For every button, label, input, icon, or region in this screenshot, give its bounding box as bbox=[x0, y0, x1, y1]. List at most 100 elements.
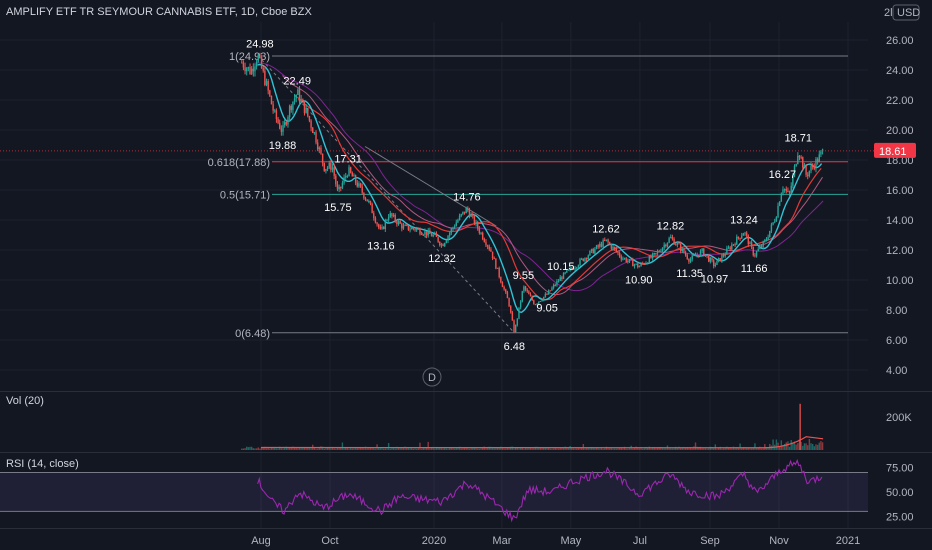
candle-body bbox=[481, 232, 484, 240]
candle-body bbox=[287, 117, 289, 125]
currency-badge[interactable] bbox=[892, 4, 920, 21]
volume-bar bbox=[255, 448, 258, 450]
price-point-label: 12.82 bbox=[657, 221, 685, 233]
price-point-label: 16.27 bbox=[769, 169, 797, 181]
candle-body bbox=[681, 248, 684, 252]
volume-bar bbox=[386, 448, 388, 450]
candle-body bbox=[519, 301, 522, 308]
candle-body bbox=[618, 253, 621, 257]
candle-body bbox=[430, 233, 433, 237]
volume-bar bbox=[717, 447, 720, 450]
interval-marker-icon[interactable] bbox=[422, 367, 442, 387]
candle-body bbox=[741, 235, 743, 239]
candle-body bbox=[381, 226, 383, 229]
volume-bar bbox=[257, 447, 259, 450]
volume-bar bbox=[420, 448, 423, 450]
volume-bar bbox=[673, 447, 675, 450]
candle-body bbox=[541, 300, 543, 302]
candle-body bbox=[620, 256, 622, 260]
candle-body bbox=[242, 62, 245, 68]
price-axis[interactable]: 4.00 6.00 8.00 10.00 12.00 14.00 16.00 18.00 20.… bbox=[0, 35, 916, 523]
volume-bar bbox=[491, 447, 494, 450]
volume-bar bbox=[694, 442, 697, 450]
candle-body bbox=[442, 244, 444, 247]
volume-bar bbox=[684, 447, 687, 450]
volume-bar bbox=[811, 443, 814, 450]
candle-body bbox=[488, 246, 490, 250]
volume-bar bbox=[458, 446, 461, 450]
volume-bar bbox=[480, 447, 482, 450]
volume-bar bbox=[712, 448, 715, 450]
candle-body bbox=[607, 239, 609, 243]
candle-body bbox=[285, 122, 288, 125]
volume-bar bbox=[450, 447, 453, 450]
candle-body bbox=[434, 233, 436, 235]
candle-body bbox=[524, 286, 527, 290]
volume-bar bbox=[374, 448, 377, 450]
candle-body bbox=[605, 239, 608, 241]
volume-bar bbox=[270, 447, 273, 450]
rsi-title: RSI (14, close) bbox=[6, 458, 79, 470]
volume-bar bbox=[599, 448, 601, 450]
volume-bar bbox=[820, 441, 822, 450]
candle-body bbox=[529, 294, 532, 297]
volume-bar bbox=[729, 447, 731, 450]
price-tick-label: 6.00 bbox=[886, 335, 907, 347]
volume-bar bbox=[554, 447, 556, 450]
price-tick-label: 8.00 bbox=[886, 305, 907, 317]
volume-bar bbox=[318, 446, 321, 450]
candle-body bbox=[417, 228, 420, 230]
volume-bar bbox=[765, 447, 768, 450]
volume-bar bbox=[541, 447, 543, 450]
candle-body bbox=[564, 272, 566, 274]
candle-body bbox=[444, 243, 446, 247]
candle-body bbox=[392, 214, 395, 217]
candle-body bbox=[486, 245, 489, 247]
volume-bar bbox=[397, 447, 400, 450]
candle-body bbox=[628, 259, 631, 261]
candle-body bbox=[750, 242, 753, 248]
price-tick-label: 12.00 bbox=[886, 245, 914, 257]
volume-bar bbox=[523, 448, 525, 450]
volume-bar bbox=[663, 448, 665, 450]
volume-bar bbox=[767, 447, 769, 450]
volume-bar bbox=[348, 448, 350, 450]
candle-body bbox=[293, 98, 296, 102]
candle-body bbox=[656, 251, 659, 254]
candle-body bbox=[792, 175, 794, 186]
candle-body bbox=[724, 254, 726, 256]
candle-body bbox=[546, 294, 548, 296]
volume-bar bbox=[412, 448, 415, 450]
volume-bar bbox=[503, 448, 505, 450]
candle-body bbox=[341, 182, 344, 188]
volume-bar bbox=[391, 447, 393, 450]
candle-body bbox=[483, 239, 486, 242]
candle-body bbox=[407, 225, 410, 230]
candle-body bbox=[432, 234, 434, 237]
candle-body bbox=[356, 182, 358, 187]
candle-body bbox=[777, 205, 779, 218]
candle-body bbox=[279, 122, 281, 129]
candle-body bbox=[458, 215, 461, 220]
time-axis[interactable]: Aug Oct 2020 Mar May Jul Sep Nov 2021 bbox=[251, 535, 860, 547]
price-point-label: 6.48 bbox=[504, 341, 525, 353]
candle-body bbox=[378, 224, 380, 228]
candle-body bbox=[770, 224, 773, 231]
volume-bar bbox=[488, 446, 490, 450]
candle-body bbox=[559, 277, 561, 281]
volume-bar bbox=[571, 447, 573, 450]
volume-bar bbox=[547, 447, 550, 450]
candle-body bbox=[574, 267, 576, 270]
rsi-pane bbox=[0, 458, 868, 523]
candle-body bbox=[790, 185, 792, 193]
volume-bar bbox=[722, 448, 725, 450]
volume-bar bbox=[567, 448, 570, 450]
candle-body bbox=[767, 237, 769, 240]
volume-bar bbox=[442, 448, 444, 450]
volume-bar bbox=[716, 448, 718, 450]
candle-body bbox=[521, 291, 523, 302]
candle-body bbox=[759, 246, 761, 249]
volume-bar bbox=[264, 446, 266, 450]
volume-bar bbox=[247, 447, 250, 450]
